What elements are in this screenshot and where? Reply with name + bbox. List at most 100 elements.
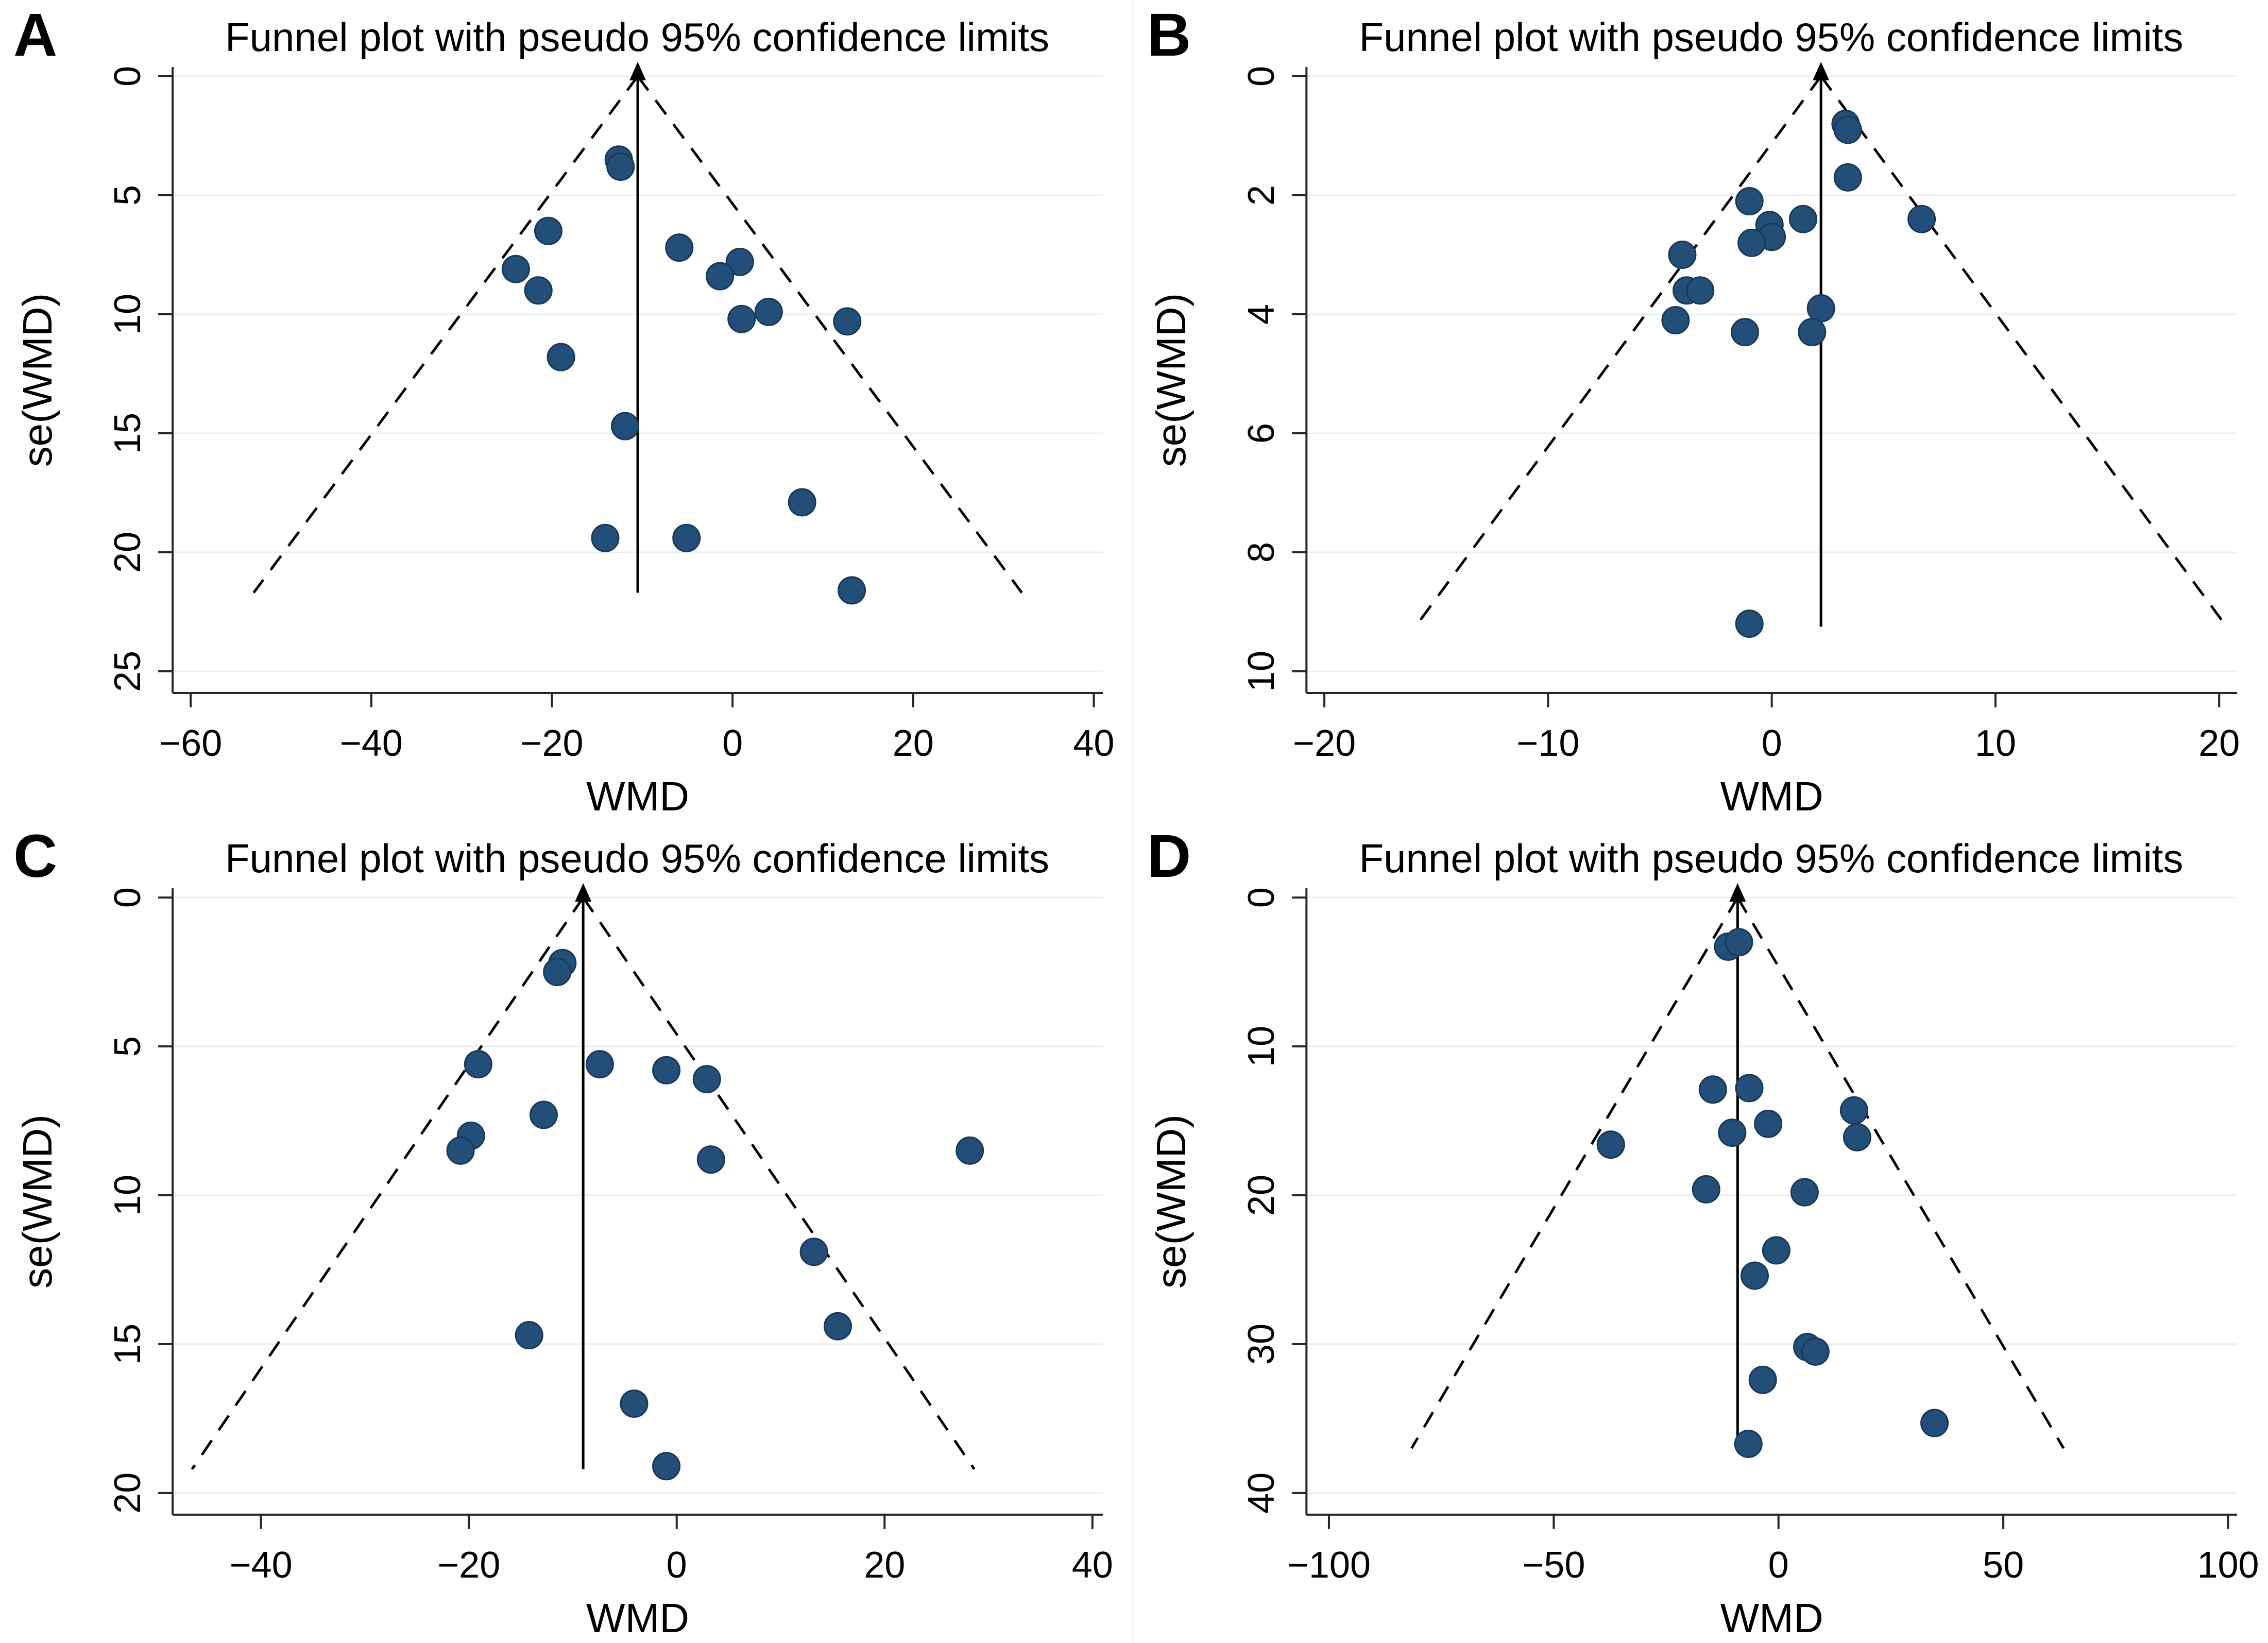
funnel-panel-c: C Funnel plot with pseudo 95% confidence… [0, 821, 1134, 1643]
center-line-arrow [1813, 62, 1830, 80]
x-tick-label: 20 [893, 723, 934, 764]
study-point [1843, 1123, 1871, 1151]
study-point [606, 153, 635, 181]
study-point [1668, 241, 1697, 269]
data-points [1661, 109, 1936, 638]
study-point [515, 1321, 543, 1350]
y-tick-label: 30 [1241, 1324, 1282, 1365]
study-point [1737, 228, 1766, 257]
study-point [672, 523, 701, 552]
study-point [706, 262, 735, 291]
data-points [501, 145, 866, 605]
study-point [1735, 1074, 1764, 1103]
study-point [956, 1136, 984, 1165]
study-point [692, 1065, 721, 1094]
funnel-chart-d: −100 −50 0 50 100 0 10 20 30 40 WMD se(WMD) [1148, 883, 2259, 1641]
study-point [833, 307, 862, 336]
study-point [1596, 1130, 1625, 1159]
x-tick-label: 0 [1762, 723, 1782, 764]
y-tick-label: 6 [1241, 423, 1282, 444]
study-point [620, 1389, 649, 1418]
funnel-chart-a: −60 −40 −20 0 20 40 0 5 10 15 20 25 WMD se(WMD) [14, 62, 1114, 819]
study-point [1801, 1337, 1830, 1366]
study-point [464, 1050, 492, 1079]
ci-limit-left [191, 896, 585, 1470]
x-axis-label: WMD [1720, 1595, 1823, 1641]
panel-letter-b: B [1147, 1, 1191, 69]
study-point [652, 1452, 681, 1481]
study-point [1798, 318, 1827, 347]
y-tick-group: 0 10 20 30 40 [1241, 887, 1307, 1514]
x-tick-label: 50 [1983, 1545, 2024, 1586]
study-point [1735, 187, 1764, 216]
study-point [1788, 205, 1817, 233]
data-points [1596, 928, 1949, 1458]
y-tick-label: 20 [107, 1472, 148, 1514]
y-tick-label: 0 [107, 66, 148, 87]
funnel-chart-b: −20 −10 0 10 20 0 2 4 6 8 10 WMD se(WMD) [1148, 62, 2240, 819]
y-tick-label: 15 [107, 1324, 148, 1365]
study-point [1740, 1261, 1769, 1290]
ci-limit-left [252, 75, 639, 594]
study-point [1686, 276, 1715, 305]
panel-letter-d: D [1147, 822, 1191, 890]
y-tick-group: 0 5 10 15 20 25 [107, 66, 173, 692]
y-tick-label: 5 [107, 185, 148, 206]
y-tick-label: 2 [1241, 185, 1282, 206]
x-tick-group: −60 −40 −20 0 20 40 [159, 693, 1114, 764]
x-tick-label: 0 [667, 1545, 687, 1586]
study-point [585, 1050, 614, 1079]
study-point [823, 1312, 852, 1341]
ci-limit-right [582, 896, 976, 1470]
panel-letter-c: C [13, 822, 58, 890]
panel-letter-a: A [13, 1, 58, 69]
study-point [754, 297, 783, 326]
study-point [501, 255, 530, 283]
study-point [838, 576, 866, 605]
x-tick-label: −10 [1516, 723, 1579, 764]
study-point [652, 1056, 681, 1085]
ci-limit-right [1736, 896, 2065, 1449]
x-tick-group: −100 −50 0 50 100 [1287, 1514, 2259, 1586]
study-point [1661, 306, 1690, 335]
x-tick-label: −40 [230, 1545, 293, 1586]
x-tick-label: −60 [159, 723, 222, 764]
chart-title-b: Funnel plot with pseudo 95% confidence l… [1359, 14, 2184, 60]
x-axis-label: WMD [586, 773, 689, 819]
study-point [1725, 928, 1753, 957]
x-tick-label: 0 [1768, 1545, 1789, 1586]
study-point [547, 343, 575, 371]
x-tick-label: −100 [1287, 1545, 1371, 1586]
study-point [1920, 1409, 1949, 1437]
y-tick-label: 8 [1241, 542, 1282, 563]
study-point [1692, 1175, 1720, 1204]
study-point [1730, 318, 1760, 347]
y-tick-label: 20 [107, 532, 148, 573]
chart-title-d: Funnel plot with pseudo 95% confidence l… [1359, 836, 2184, 881]
study-point [524, 276, 553, 305]
study-point [727, 304, 756, 333]
pseudo-ci-limits [191, 896, 976, 1470]
chart-title-a: Funnel plot with pseudo 95% confidence l… [225, 14, 1049, 60]
study-point [696, 1145, 725, 1174]
y-tick-label: 20 [1241, 1175, 1282, 1216]
ci-limit-right [1820, 75, 2228, 628]
study-point [725, 247, 754, 276]
gridlines [173, 896, 1103, 1494]
study-point [1839, 1096, 1868, 1125]
x-tick-group: −20 −10 0 10 20 [1293, 693, 2240, 764]
y-tick-label: 40 [1241, 1472, 1282, 1514]
study-point [446, 1136, 475, 1165]
study-point [1748, 1365, 1777, 1394]
y-tick-label: 10 [1241, 1026, 1282, 1067]
study-point [1907, 205, 1936, 233]
x-tick-label: −20 [437, 1545, 500, 1586]
study-point [1718, 1119, 1747, 1147]
study-point [543, 958, 572, 987]
study-point [1833, 163, 1862, 192]
y-axis-label: se(WMD) [14, 1114, 60, 1289]
pseudo-ci-limits [1414, 75, 2228, 628]
y-tick-label: 0 [1241, 66, 1282, 87]
study-point [534, 216, 563, 245]
x-tick-label: −20 [520, 723, 583, 764]
